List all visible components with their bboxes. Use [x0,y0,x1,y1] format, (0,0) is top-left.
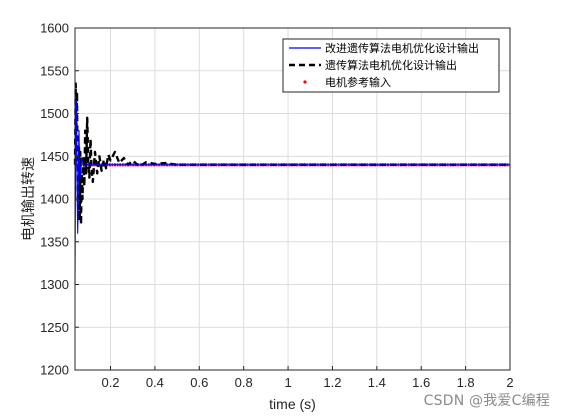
legend-reference: 电机参考输入 [325,75,391,89]
x-tick-label: 1.6 [412,375,430,390]
y-tick-label: 1400 [40,192,69,207]
watermark: CSDN @我爱C编程 [423,393,550,409]
x-tick-label: 0.6 [190,375,208,390]
x-tick-label: 1.4 [368,375,386,390]
y-tick-label: 1200 [40,363,69,378]
x-tick-label: 1.8 [457,375,475,390]
y-tick-label: 1600 [40,21,69,36]
x-tick-label: 0.4 [146,375,164,390]
legend-improved-ga: 改进遗传算法电机优化设计输出 [325,41,479,55]
x-tick-label: 2 [506,375,513,390]
legend-ga: 遗传算法电机优化设计输出 [325,58,457,72]
series-improved-ga-output [74,100,510,285]
y-tick-label: 1300 [40,277,69,292]
x-tick-label: 1 [284,375,291,390]
y-tick-label: 1500 [40,106,69,121]
x-tick-label: 1.2 [323,375,341,390]
x-tick-label: 0.8 [235,375,253,390]
legend-swatch [303,80,307,84]
x-axis-label: time (s) [269,396,316,412]
y-tick-label: 1450 [40,149,69,164]
plot-area [73,82,510,285]
y-axis-label: 电机输出转速 [21,157,37,241]
y-tick-label: 1250 [40,320,69,335]
y-tick-label: 1550 [40,63,69,78]
y-tick-label: 1350 [40,234,69,249]
series-ga-output [73,82,510,226]
axis-ticks: 0.2 0.4 0.6 0.8 1 1.2 1.4 1.6 1.8 2 1200 1250 1300 13… [40,21,514,391]
x-tick-label: 0.2 [101,375,119,390]
